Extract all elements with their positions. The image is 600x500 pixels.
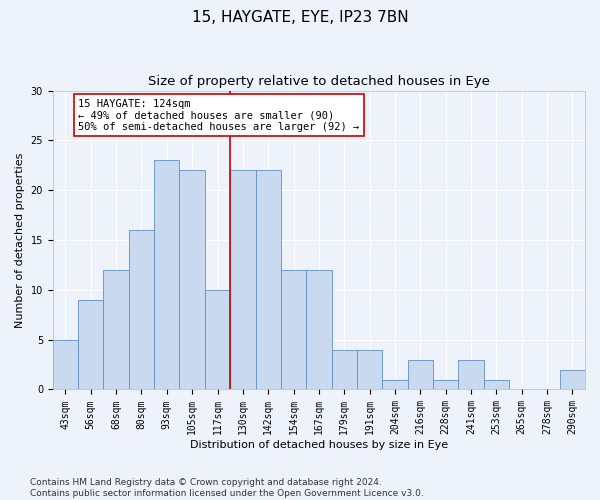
Bar: [230, 170, 256, 390]
Bar: [103, 270, 129, 390]
Bar: [53, 340, 78, 390]
Bar: [560, 370, 585, 390]
Text: Contains HM Land Registry data © Crown copyright and database right 2024.
Contai: Contains HM Land Registry data © Crown c…: [30, 478, 424, 498]
X-axis label: Distribution of detached houses by size in Eye: Distribution of detached houses by size …: [190, 440, 448, 450]
Y-axis label: Number of detached properties: Number of detached properties: [15, 152, 25, 328]
Bar: [179, 170, 205, 390]
Bar: [256, 170, 281, 390]
Bar: [78, 300, 103, 390]
Bar: [433, 380, 458, 390]
Bar: [306, 270, 332, 390]
Bar: [205, 290, 230, 390]
Bar: [332, 350, 357, 390]
Title: Size of property relative to detached houses in Eye: Size of property relative to detached ho…: [148, 75, 490, 88]
Bar: [458, 360, 484, 390]
Bar: [407, 360, 433, 390]
Bar: [281, 270, 306, 390]
Bar: [357, 350, 382, 390]
Bar: [129, 230, 154, 390]
Text: 15, HAYGATE, EYE, IP23 7BN: 15, HAYGATE, EYE, IP23 7BN: [191, 10, 409, 25]
Bar: [382, 380, 407, 390]
Bar: [484, 380, 509, 390]
Text: 15 HAYGATE: 124sqm
← 49% of detached houses are smaller (90)
50% of semi-detache: 15 HAYGATE: 124sqm ← 49% of detached hou…: [78, 98, 359, 132]
Bar: [154, 160, 179, 390]
